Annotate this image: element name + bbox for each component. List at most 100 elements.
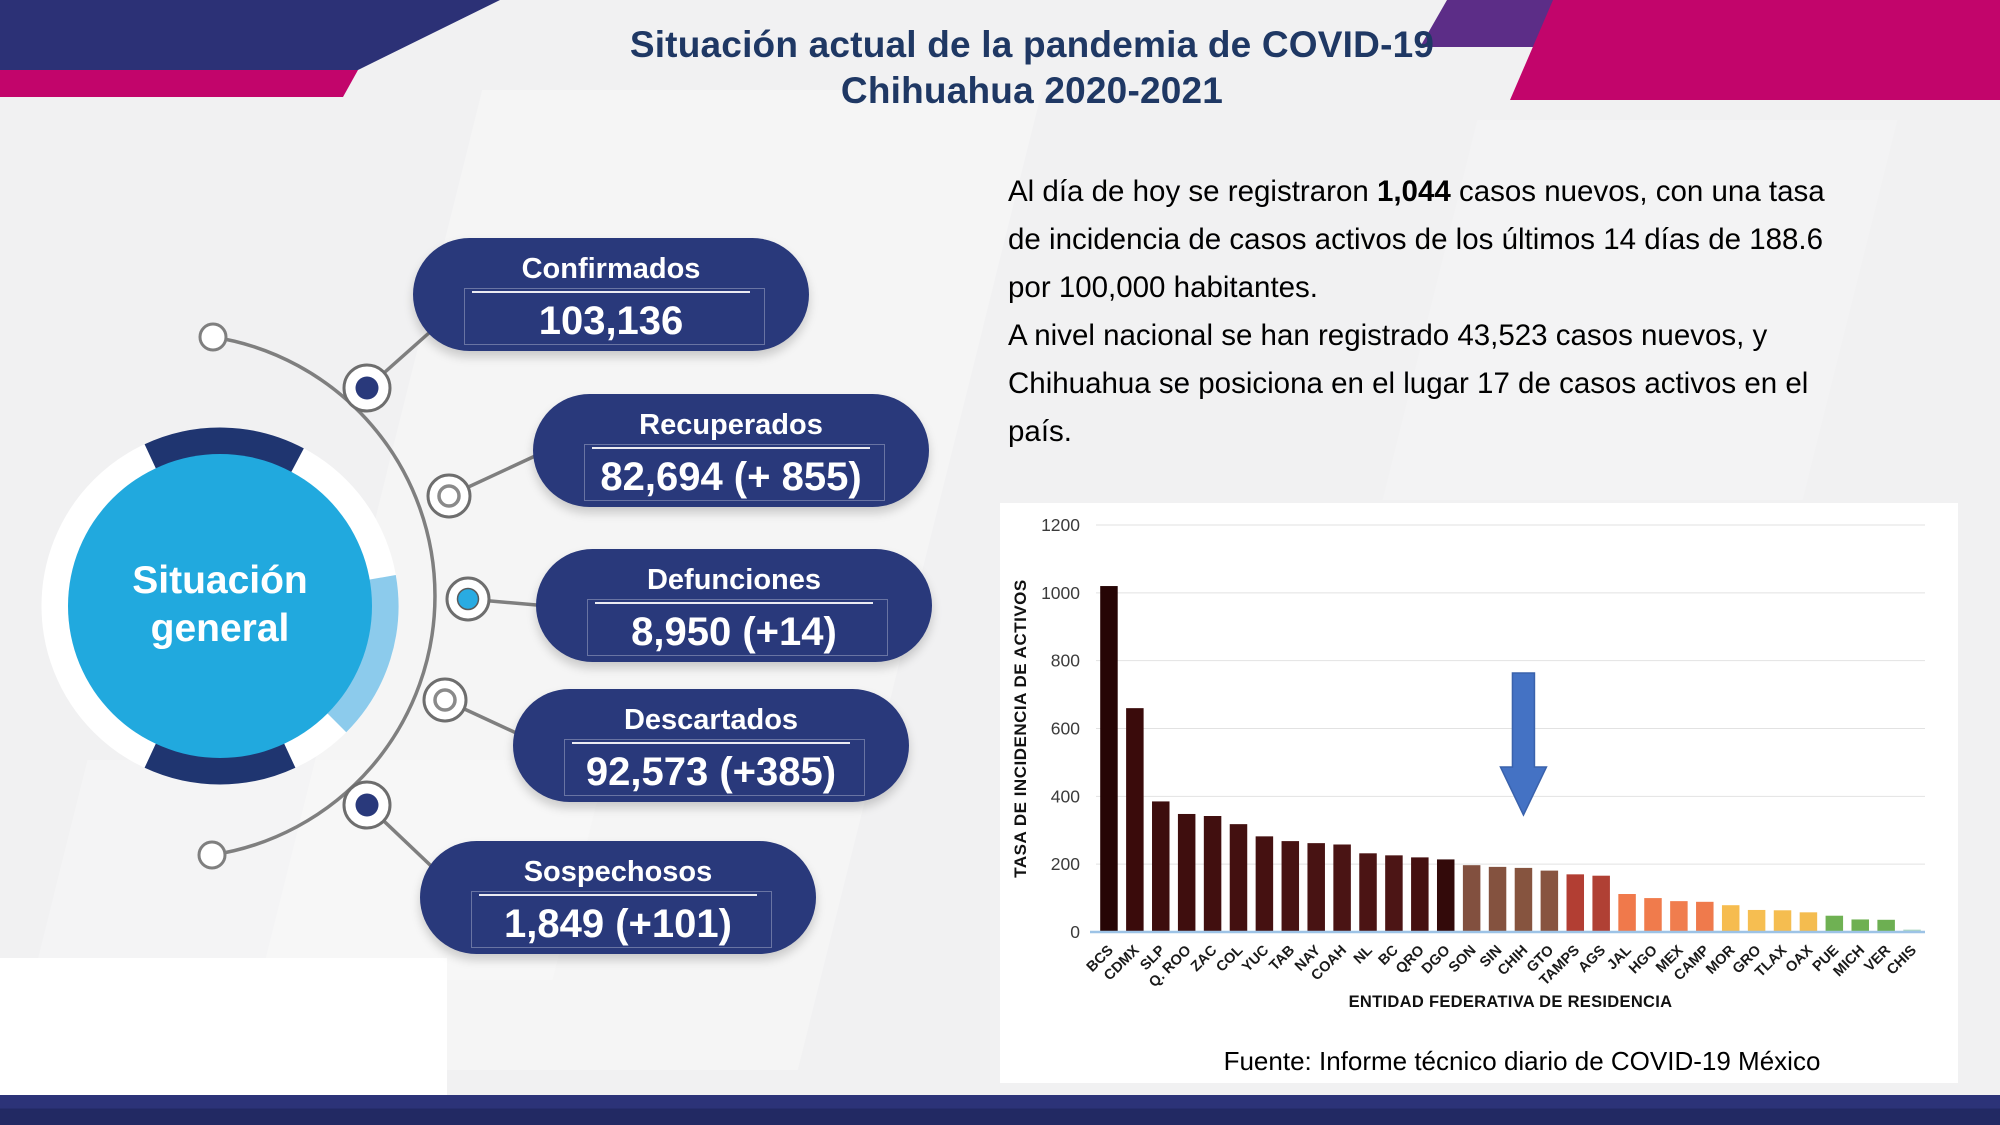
summary-new-cases: 1,044 xyxy=(1376,175,1451,208)
bar-MICH xyxy=(1851,919,1869,932)
stat-value: 1,849 (+101) xyxy=(504,902,732,946)
node-end-top xyxy=(198,322,228,352)
decor-top-right-magenta xyxy=(1510,0,2000,100)
bar-NAY xyxy=(1307,843,1325,932)
xtick-CHIH: CHIH xyxy=(1495,943,1531,979)
stat-label: Recuperados xyxy=(592,409,870,449)
pill-ghost-outline xyxy=(471,890,773,949)
ytick-800: 800 xyxy=(1051,651,1080,671)
stat-value: 82,694 (+ 855) xyxy=(600,455,862,499)
bar-JAL xyxy=(1618,894,1636,932)
bar-COAH xyxy=(1333,844,1351,932)
bar-ZAC xyxy=(1203,816,1222,932)
ytick-400: 400 xyxy=(1051,786,1080,806)
stat-label: Defunciones xyxy=(595,564,873,604)
page-title: Situación actual de la pandemia de COVID… xyxy=(532,22,1532,114)
ytick-200: 200 xyxy=(1051,854,1080,874)
bar-PUE xyxy=(1825,915,1844,932)
bar-MEX xyxy=(1670,901,1688,932)
bar-SIN xyxy=(1488,866,1507,932)
pill-ghost-outline xyxy=(464,287,766,346)
stat-label: Sospechosos xyxy=(479,856,757,896)
xtick-ZAC: ZAC xyxy=(1188,942,1221,975)
summary-line: Al día de hoy se registraron 1,044 casos… xyxy=(1008,168,1968,216)
node-confirmados xyxy=(342,363,392,413)
bar-TAMPS xyxy=(1566,874,1585,932)
bar-TAB xyxy=(1281,841,1300,932)
bar-QRO xyxy=(1411,857,1429,932)
circle-label-line2: general xyxy=(150,607,290,650)
situacion-circle-label: Situación general xyxy=(45,557,395,653)
node-defunciones xyxy=(445,576,491,622)
bar-SLP xyxy=(1152,801,1170,932)
xtick-HGO: HGO xyxy=(1626,943,1661,978)
bar-QROO xyxy=(1177,813,1196,932)
pill-ghost-outline xyxy=(587,598,889,657)
bar-CDMX xyxy=(1126,708,1144,932)
decor-bottom-left-white xyxy=(0,958,447,1095)
bar-NL xyxy=(1359,853,1377,932)
summary-text: Al día de hoy se registraron 1,044 casos… xyxy=(1008,168,1968,456)
node-descartados xyxy=(422,677,468,723)
decor-top-left-magenta xyxy=(0,70,358,97)
pill-ghost-outline xyxy=(584,443,886,502)
xtick-CHIS: CHIS xyxy=(1884,942,1920,978)
summary-line: A nivel nacional se han registrado 43,52… xyxy=(1008,319,1768,352)
title-line-2: Chihuahua 2020-2021 xyxy=(840,70,1224,111)
bar-HGO xyxy=(1644,898,1662,932)
bar-MOR xyxy=(1721,905,1740,932)
stat-pill-defunciones: Defunciones 8,950 (+14) xyxy=(536,549,932,662)
circle-ring-navy-top xyxy=(144,427,304,473)
xtick-MOR: MOR xyxy=(1703,942,1739,978)
bar-COL xyxy=(1229,824,1248,932)
bar-AGS xyxy=(1592,875,1610,932)
node-sospechosos xyxy=(342,780,392,830)
stat-value: 8,950 (+14) xyxy=(631,610,837,654)
stat-label: Confirmados xyxy=(472,253,750,293)
bar-GRO xyxy=(1747,909,1766,932)
xtick-SON: SON xyxy=(1446,943,1480,977)
xtick-OAX: OAX xyxy=(1783,942,1817,976)
bar-OAX xyxy=(1799,912,1818,932)
ytick-600: 600 xyxy=(1051,719,1080,739)
summary-line: país. xyxy=(1008,415,1072,448)
summary-text-pre: Al día de hoy se registraron xyxy=(1008,175,1377,208)
connector-arc xyxy=(211,335,437,857)
xtick-AGS: AGS xyxy=(1575,942,1609,976)
xtick-QRO: QRO xyxy=(1393,943,1428,978)
stat-pill-sospechosos: Sospechosos 1,849 (+101) xyxy=(420,841,816,954)
bar-TLAX xyxy=(1773,910,1792,932)
situacion-circle xyxy=(68,454,372,758)
bar-YUC xyxy=(1255,836,1274,932)
bar-CHIH xyxy=(1514,867,1533,932)
incidence-chart-panel: 0 200 400 600 800 1000 1200 BCS CDMX SLP Q. ROO ZAC… xyxy=(1000,503,1958,1083)
xtick-NL: NL xyxy=(1351,942,1376,967)
stat-value: 103,136 xyxy=(538,299,684,343)
stat-pill-recuperados: Recuperados 82,694 (+ 855) xyxy=(533,394,929,507)
xtick-YUC: YUC xyxy=(1239,942,1272,975)
xtick-COL: COL xyxy=(1213,942,1246,975)
summary-text-post: casos nuevos, con una tasa xyxy=(1450,175,1825,208)
xtick-TAB: TAB xyxy=(1266,943,1298,975)
stat-pill-confirmados: Confirmados 103,136 xyxy=(413,238,809,351)
decor-bottom-bar xyxy=(0,1095,2000,1125)
bar-GTO xyxy=(1540,870,1559,932)
node-recuperados xyxy=(426,473,472,519)
stat-pill-descartados: Descartados 92,573 (+385) xyxy=(513,689,909,802)
bar-BC xyxy=(1385,855,1403,932)
summary-line: Chihuahua se posiciona en el lugar 17 de… xyxy=(1008,367,1809,400)
ytick-0: 0 xyxy=(1070,922,1080,942)
ytick-1200: 1200 xyxy=(1041,515,1080,535)
bar-VER xyxy=(1877,919,1895,932)
pill-ghost-outline xyxy=(564,738,866,797)
title-line-1: Situación actual de la pandemia de COVID… xyxy=(629,24,1435,65)
stat-label: Descartados xyxy=(572,704,850,744)
xtick-DGO: DGO xyxy=(1419,943,1454,978)
stat-value: 92,573 (+385) xyxy=(585,750,837,794)
circle-label-line1: Situación xyxy=(132,559,308,602)
bar-CAMP xyxy=(1696,901,1714,932)
node-end-bottom xyxy=(197,840,227,870)
x-axis-title: ENTIDAD FEDERATIVA DE RESIDENCIA xyxy=(1349,993,1673,1011)
summary-line: de incidencia de casos activos de los úl… xyxy=(1008,223,1824,256)
